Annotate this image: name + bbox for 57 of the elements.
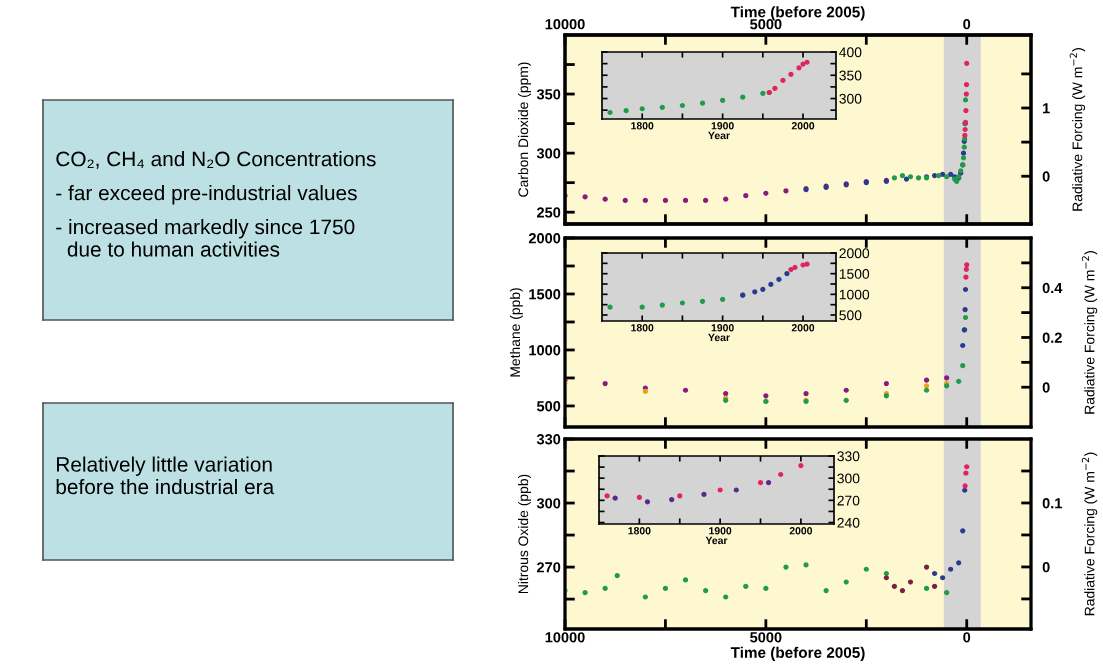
- y2-tick-label: 0.4: [1042, 282, 1063, 294]
- x-tick-label: 2000: [791, 324, 815, 332]
- x2-tick-label: 0: [963, 19, 971, 30]
- x-tick-label: 1800: [631, 324, 654, 332]
- y-tick-label: 1500: [529, 289, 561, 300]
- y2-axis-title: Radiative Forcing (W m$^{−2}$): [1069, 48, 1086, 211]
- y-tick-label: 350: [536, 89, 561, 100]
- y-axis-title: Methane (ppb): [509, 288, 523, 377]
- y2-tick-label: 1: [1043, 103, 1050, 114]
- x-axis-title: Year: [708, 131, 730, 140]
- text: - far exceed pre-industrial values: [56, 185, 357, 205]
- y2-tick-label: 0: [1042, 562, 1050, 573]
- y-axis-title: Nitrous Oxide (ppb): [518, 474, 531, 594]
- text: Relatively little variation before the industrial era: [56, 456, 275, 495]
- y2-tick-label: 0.2: [1042, 332, 1062, 343]
- y-tick-label: 300: [839, 93, 862, 104]
- y2-tick-label: 0: [1042, 382, 1050, 393]
- y-tick-label: 240: [837, 517, 860, 528]
- y-tick-label: 250: [537, 207, 561, 218]
- x-tick-label: 1800: [628, 527, 651, 535]
- y-tick-label: 300: [536, 148, 561, 159]
- y-tick-label: 270: [837, 495, 860, 506]
- y-tick-label: 300: [837, 473, 860, 484]
- y-tick-label: 270: [537, 562, 561, 573]
- y-tick-label: 500: [536, 401, 561, 412]
- y2-tick-label: 0.1: [1042, 498, 1062, 509]
- y-tick-label: 330: [837, 451, 860, 462]
- x-tick-label: 10000: [545, 632, 585, 643]
- x-tick-label: 1900: [711, 122, 734, 130]
- y-tick-label: 2000: [839, 248, 870, 259]
- y-tick-label: 500: [839, 310, 862, 321]
- y2-tick-label: 0: [1042, 171, 1050, 182]
- y2-axis-title: Radiative Forcing (W m$^{−2}$): [1081, 452, 1098, 616]
- text: CO₂, CH₄ and N₂O Concentrations: [56, 151, 376, 169]
- x-tick-label: 5000: [750, 632, 782, 643]
- x-tick-label: 1900: [711, 324, 734, 332]
- y-tick-label: 1000: [529, 345, 561, 356]
- x2-tick-label: 10000: [545, 19, 585, 30]
- y-tick-label: 1000: [839, 289, 870, 300]
- x-axis-title: Time (before 2005): [730, 646, 865, 661]
- x-tick-label: 0: [963, 632, 971, 643]
- x-tick-label: 1900: [709, 527, 732, 535]
- x-tick-label: 2000: [791, 122, 815, 130]
- y-tick-label: 2000: [528, 233, 561, 244]
- y-tick-label: 350: [839, 70, 862, 81]
- x2-tick-label: 5000: [750, 19, 782, 30]
- x-tick-label: 1800: [631, 122, 654, 130]
- y-tick-label: 1500: [839, 269, 870, 279]
- y-axis-title: Carbon Dioxide (ppm): [518, 62, 531, 197]
- x-axis-title: Year: [708, 333, 730, 342]
- y-tick-label: 330: [536, 434, 561, 445]
- y-tick-label: 400: [839, 47, 862, 58]
- y-tick-label: 300: [536, 498, 561, 509]
- text: - increased markedly since 1750 due to human activities: [56, 219, 355, 257]
- y2-axis-title: Radiative Forcing (W m$^{−2}$): [1081, 251, 1098, 414]
- x-axis-title: Year: [705, 536, 728, 545]
- x-tick-label: 2000: [789, 527, 813, 535]
